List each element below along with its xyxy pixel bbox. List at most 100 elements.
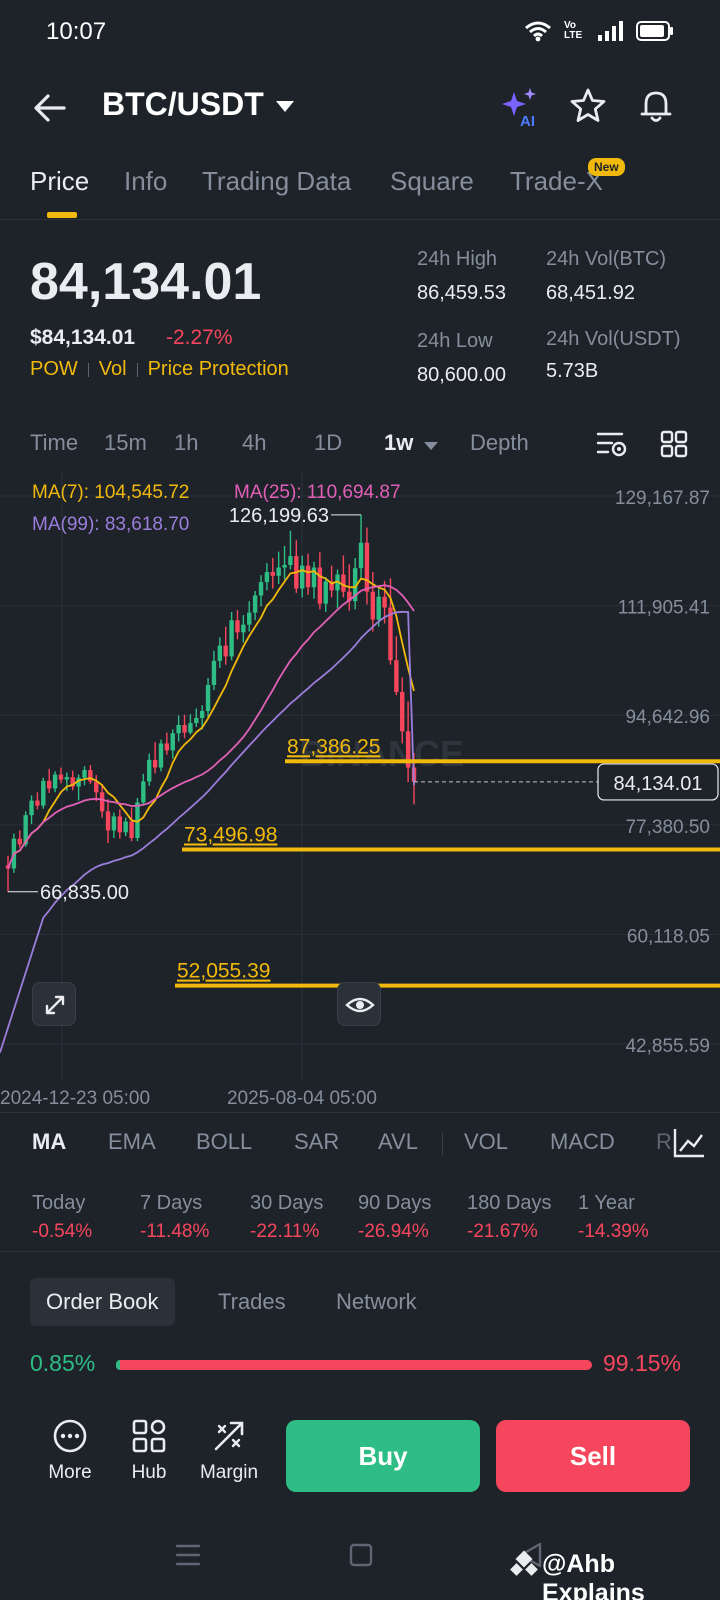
indicator-ma[interactable]: MA <box>32 1129 67 1154</box>
interval-1w[interactable]: 1w <box>384 430 414 455</box>
ai-label: AI <box>520 113 535 128</box>
ratio-buy-fill <box>116 1360 121 1370</box>
vol-btc-value: 68,451.92 <box>546 282 635 304</box>
tab-info[interactable]: Info <box>124 166 168 196</box>
sell-button[interactable]: Sell <box>496 1420 690 1492</box>
candlestick-chart[interactable]: BINANCE 129,167.87 111,905.41 94,642.96 77,… <box>0 472 720 1112</box>
price-change: -2.27% <box>166 326 233 349</box>
candle <box>317 567 323 604</box>
candle <box>347 591 352 602</box>
wifi-icon <box>525 21 551 42</box>
candle <box>164 743 170 751</box>
candle <box>35 800 40 806</box>
candle <box>229 620 234 657</box>
ratio-bar <box>116 1360 592 1370</box>
volte-indicator: Vo LTE <box>564 20 583 41</box>
tag-vol[interactable]: Vol <box>98 358 127 380</box>
perf-180d: 180 Days -21.67% <box>467 1192 552 1242</box>
low-marker-label: 66,835.00 <box>40 882 129 904</box>
interval-depth[interactable]: Depth <box>470 430 529 455</box>
tab-square[interactable]: Square <box>390 166 474 196</box>
candle <box>188 723 193 733</box>
recents-menu-icon[interactable] <box>174 1542 202 1568</box>
grid-layout-icon[interactable] <box>660 430 688 458</box>
candle <box>194 718 199 724</box>
chart-settings-icon[interactable] <box>596 430 628 460</box>
candle <box>247 612 252 625</box>
pair-selector[interactable]: BTC/USDT <box>102 86 294 123</box>
tab-trade-x[interactable]: Trade-X <box>510 166 603 196</box>
vol-usdt-value: 5.73B <box>546 360 599 382</box>
price-level-label: 73,496.98 <box>184 823 277 846</box>
watermark-text: @Ahb Explains <box>542 1550 645 1600</box>
hub-icon <box>132 1419 166 1453</box>
perf-30d: 30 Days -22.11% <box>250 1192 324 1242</box>
indicator-boll[interactable]: BOLL <box>196 1129 253 1154</box>
pair-name: BTC/USDT <box>102 86 264 122</box>
vol-btc-label: 24h Vol(BTC) <box>546 248 667 270</box>
low-value: 80,600.00 <box>417 364 506 386</box>
indicator-vol[interactable]: VOL <box>464 1129 509 1154</box>
bottom-action-bar: More Hub Margin Buy Sell <box>0 1404 720 1514</box>
tab-price[interactable]: Price <box>30 166 90 196</box>
candle <box>276 567 281 576</box>
interval-4h[interactable]: 4h <box>242 430 267 455</box>
interval-dropdown-icon[interactable] <box>424 442 438 450</box>
interval-1h[interactable]: 1h <box>174 430 199 455</box>
candle <box>358 542 364 569</box>
tab-trades[interactable]: Trades <box>218 1289 286 1314</box>
candle <box>105 811 111 831</box>
expand-icon <box>45 995 65 1015</box>
interval-bar: Time 15m 1h 4h 1D 1w Depth <box>0 420 720 470</box>
candle <box>394 660 399 692</box>
ai-sparkle-icon[interactable]: AI <box>500 86 540 130</box>
hub-button[interactable]: Hub <box>114 1418 184 1484</box>
candle <box>176 724 181 734</box>
margin-button[interactable]: Margin <box>194 1418 264 1484</box>
candle <box>88 770 93 782</box>
interval-1d[interactable]: 1D <box>314 430 343 455</box>
tab-order-book[interactable]: Order Book <box>30 1278 175 1326</box>
candle <box>41 780 46 806</box>
candle <box>147 759 152 782</box>
perf-7d: 7 Days -11.48% <box>140 1192 210 1242</box>
buy-button[interactable]: Buy <box>286 1420 480 1492</box>
interval-time[interactable]: Time <box>30 430 79 455</box>
bell-icon[interactable] <box>636 86 676 126</box>
candle <box>300 565 305 589</box>
candle <box>199 711 205 719</box>
perf-today: Today -0.54% <box>32 1192 93 1242</box>
indicator-ema[interactable]: EMA <box>108 1129 156 1154</box>
tag-pow[interactable]: POW <box>30 358 78 380</box>
indicator-avl[interactable]: AVL <box>378 1129 418 1154</box>
price-chart[interactable]: BINANCE 129,167.87 111,905.41 94,642.96 77,… <box>0 472 720 1112</box>
high-marker-label: 126,199.63 <box>229 505 329 527</box>
interval-15m[interactable]: 15m <box>104 430 147 455</box>
system-nav-bar: @Ahb Explains <box>0 1530 720 1600</box>
candle <box>23 815 28 845</box>
indicator-macd[interactable]: MACD <box>550 1129 615 1154</box>
back-arrow-icon[interactable] <box>30 88 70 128</box>
tag-price-protection[interactable]: Price Protection <box>147 358 289 380</box>
more-button[interactable]: More <box>35 1418 105 1484</box>
visibility-toggle[interactable] <box>337 982 381 1026</box>
y-tick-label: 60,118.05 <box>627 926 710 947</box>
star-icon[interactable] <box>568 86 608 126</box>
buy-ratio: 0.85% <box>30 1350 96 1376</box>
ma25-line <box>7 584 415 869</box>
indicator-settings-icon[interactable] <box>672 1127 706 1159</box>
candle <box>217 645 223 661</box>
indicator-r[interactable]: R <box>656 1129 672 1154</box>
tab-network[interactable]: Network <box>336 1289 417 1314</box>
fullscreen-button[interactable] <box>32 982 76 1026</box>
candle <box>241 624 246 633</box>
header: BTC/USDT AI <box>0 70 720 142</box>
candle <box>117 816 122 833</box>
tab-trading-data[interactable]: Trading Data <box>202 166 352 196</box>
candle <box>211 660 217 685</box>
current-price-tag <box>597 763 719 801</box>
candle <box>405 731 411 768</box>
current-price-label: 84,134.01 <box>614 773 703 795</box>
indicator-sar[interactable]: SAR <box>294 1129 340 1154</box>
home-square-icon[interactable] <box>348 1542 374 1568</box>
